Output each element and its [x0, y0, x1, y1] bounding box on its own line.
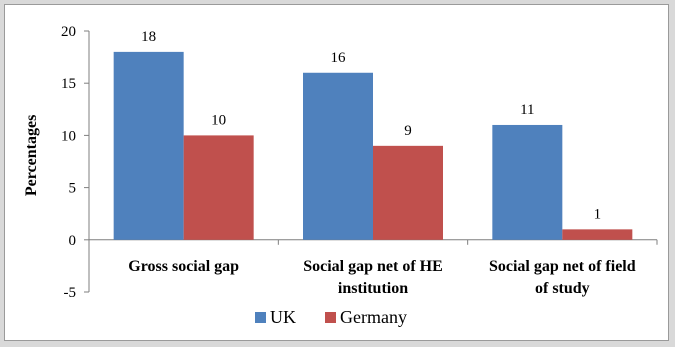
data-label: 11	[520, 102, 534, 118]
bars	[113, 51, 633, 240]
bar-uk	[303, 72, 373, 240]
chart-frame: 18 10 16 9 11 1 -5 0 5 10 15 20 Gross social gap So…	[4, 4, 669, 341]
y-tick-label: 0	[69, 233, 77, 249]
category-label-line: Gross social gap	[128, 258, 239, 275]
category-label-line: institution	[338, 280, 408, 297]
data-label: 16	[331, 50, 347, 66]
legend-label-uk: UK	[270, 307, 296, 327]
y-tick-label: -5	[64, 285, 77, 301]
bar-germany	[373, 145, 443, 240]
category-label: Social gap net of HE institution	[303, 258, 443, 297]
legend-swatch-uk	[255, 312, 266, 323]
data-label: 1	[594, 206, 602, 222]
y-tick-label: 20	[61, 24, 76, 40]
category-label-line: of study	[535, 280, 590, 297]
bar-germany	[562, 229, 633, 240]
data-label: 18	[141, 29, 156, 45]
category-label: Social gap net of field of study	[489, 258, 636, 297]
y-tick-label: 10	[61, 128, 76, 144]
data-label: 10	[211, 112, 226, 128]
category-label-line: Social gap net of field	[489, 258, 636, 275]
legend-label-germany: Germany	[340, 307, 407, 327]
y-tick-label: 15	[61, 76, 76, 92]
category-label-line: Social gap net of HE	[303, 258, 443, 275]
category-label: Gross social gap	[128, 258, 239, 275]
y-tick-label: 5	[69, 181, 77, 197]
bar-germany	[183, 135, 254, 240]
legend: UK Germany	[255, 307, 407, 327]
bar-uk	[492, 124, 563, 240]
y-axis-label: Percentages	[23, 115, 40, 196]
data-label: 9	[404, 123, 412, 139]
bar-uk	[113, 51, 184, 240]
y-tick-labels: -5 0 5 10 15 20	[61, 24, 76, 301]
category-labels: Gross social gap Social gap net of HE inst…	[128, 258, 636, 297]
legend-swatch-germany	[325, 312, 336, 323]
